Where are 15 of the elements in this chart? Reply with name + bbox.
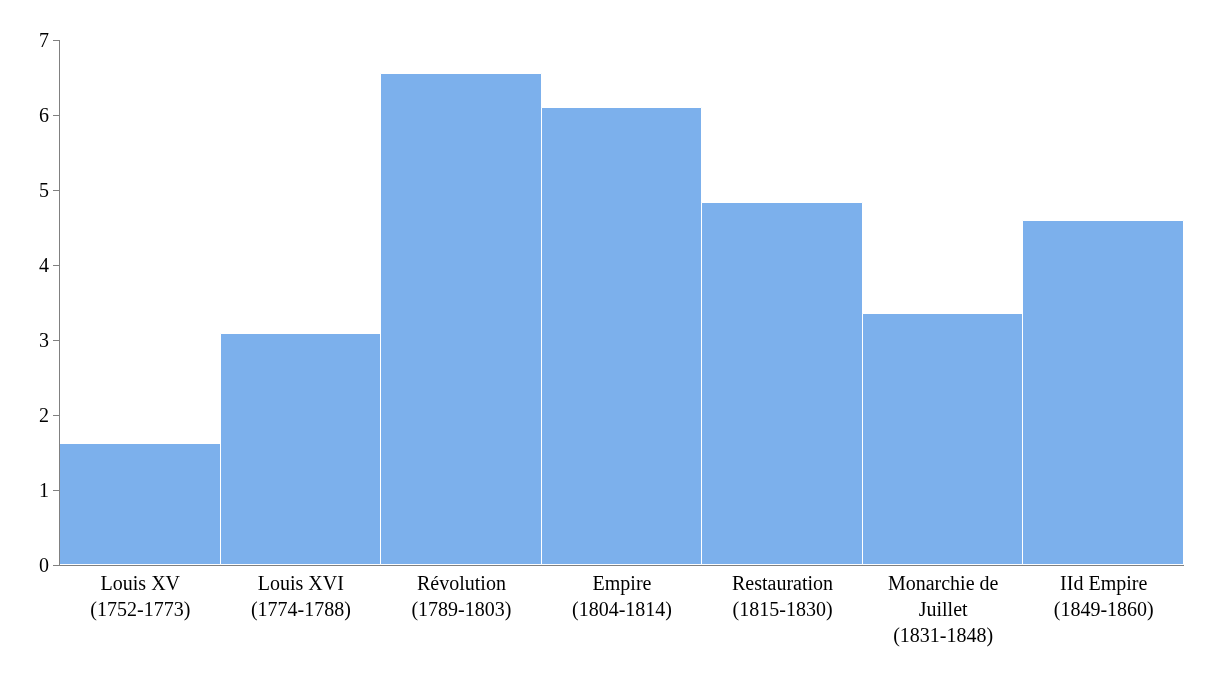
x-tick-label: Louis XVI (1774-1788) — [250, 572, 351, 621]
y-tick-label: 0 — [39, 554, 49, 576]
y-tick-label: 4 — [39, 254, 49, 276]
y-tick-label: 5 — [39, 179, 49, 201]
y-tick-label: 7 — [39, 29, 49, 51]
y-tick-label: 1 — [39, 479, 49, 501]
y-tick-label: 2 — [39, 404, 49, 426]
x-tick-label: IId Empire (1849-1860) — [1053, 572, 1154, 621]
x-tick-label: Empire (1804-1814) — [572, 572, 672, 621]
x-tick-label: Louis XV (1752-1773) — [90, 572, 191, 621]
x-tick-label: Monarchie de Juillet (1831-1848) — [887, 572, 999, 647]
y-tick-label: 6 — [39, 104, 49, 126]
y-tick-label: 3 — [39, 329, 49, 351]
x-tick-label: Restauration (1815-1830) — [732, 572, 834, 621]
x-tick-label: Révolution (1789-1803) — [411, 572, 512, 621]
